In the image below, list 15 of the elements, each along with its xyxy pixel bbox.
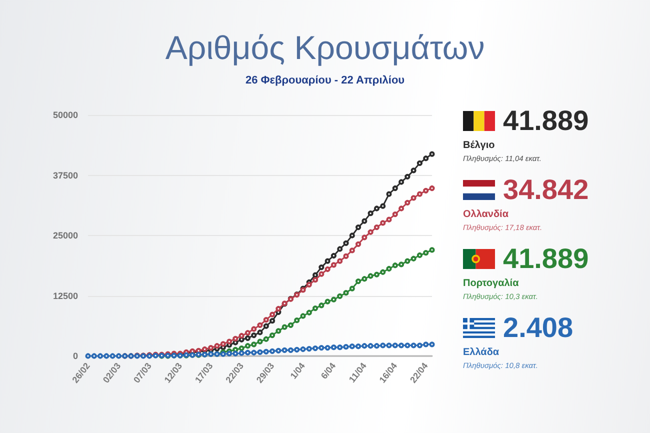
text: 34.842 <box>503 174 589 205</box>
y-tick-label: 25000 <box>52 230 78 240</box>
chart-title: Αριθμός Κρουσμάτων <box>165 29 485 66</box>
y-tick-label: 50000 <box>52 110 78 120</box>
text: Πορτογαλία <box>463 278 520 290</box>
y-tick-label: 37500 <box>52 170 78 180</box>
text: 41.889 <box>503 243 589 274</box>
y-tick-label: 12500 <box>52 290 78 301</box>
text: 41.889 <box>503 105 589 136</box>
text: Βέλγιο <box>463 140 496 152</box>
text: 2.408 <box>503 312 574 343</box>
legend-label: Ελλάδα <box>463 347 500 359</box>
text: Ολλανδία <box>463 209 510 221</box>
chart-subtitle: 26 Φεβρουαρίου - 22 Απριλίου <box>245 74 405 86</box>
y-tick-label: 0 <box>72 351 78 361</box>
